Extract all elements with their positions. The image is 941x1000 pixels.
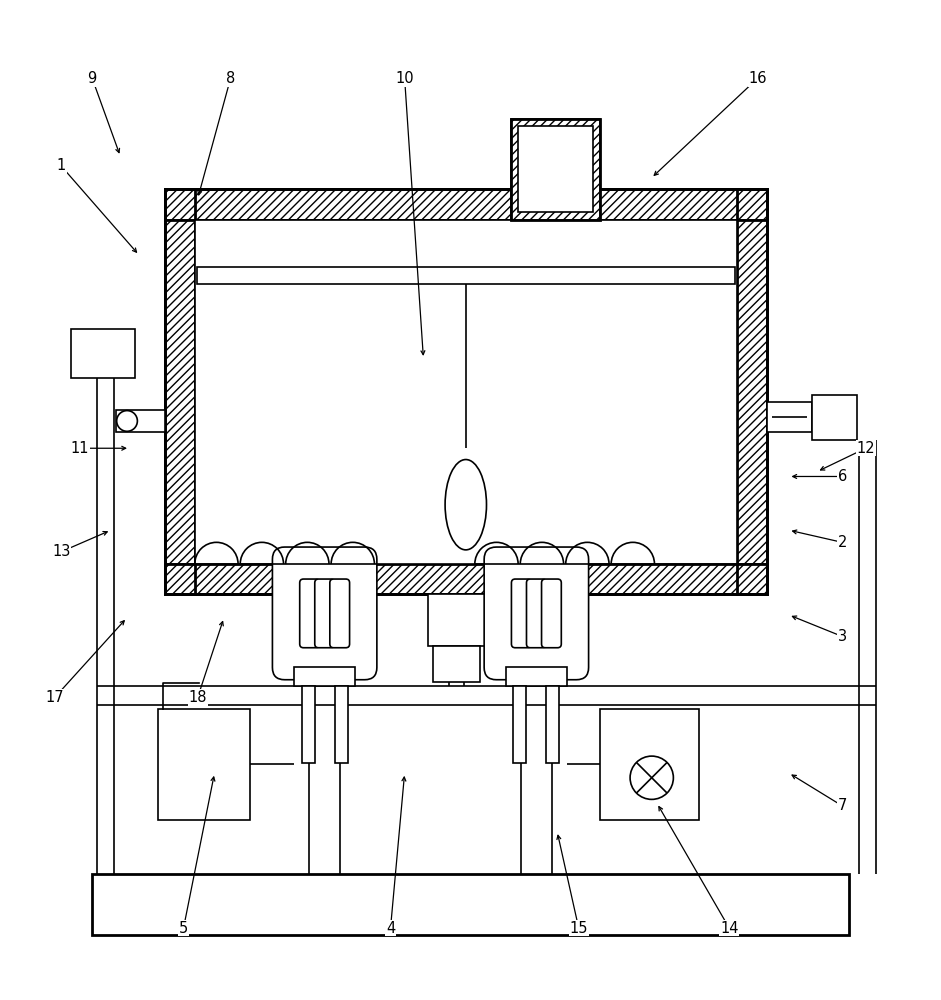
Bar bbox=[165, 189, 767, 220]
Text: 9: 9 bbox=[88, 71, 97, 86]
Bar bbox=[427, 594, 486, 646]
Text: 6: 6 bbox=[837, 469, 847, 484]
FancyBboxPatch shape bbox=[512, 579, 531, 648]
Ellipse shape bbox=[445, 460, 486, 550]
Text: 18: 18 bbox=[188, 690, 207, 705]
Bar bbox=[737, 189, 767, 594]
Bar bbox=[767, 402, 812, 432]
Bar bbox=[301, 686, 314, 763]
Bar bbox=[158, 709, 250, 820]
Text: 2: 2 bbox=[837, 535, 847, 550]
Bar bbox=[165, 564, 767, 594]
Bar bbox=[737, 189, 767, 594]
Bar bbox=[165, 189, 767, 594]
Bar bbox=[546, 686, 559, 763]
FancyBboxPatch shape bbox=[273, 547, 376, 680]
Bar bbox=[92, 874, 849, 935]
Bar bbox=[165, 189, 767, 220]
Bar bbox=[165, 564, 767, 594]
Text: 12: 12 bbox=[856, 441, 875, 456]
Bar bbox=[506, 667, 566, 686]
FancyBboxPatch shape bbox=[542, 579, 561, 648]
Bar bbox=[71, 329, 135, 378]
Bar bbox=[600, 709, 699, 820]
Circle shape bbox=[117, 411, 137, 431]
FancyBboxPatch shape bbox=[527, 579, 546, 648]
Bar bbox=[513, 686, 526, 763]
Text: 16: 16 bbox=[748, 71, 767, 86]
FancyBboxPatch shape bbox=[299, 579, 319, 648]
FancyBboxPatch shape bbox=[484, 547, 588, 680]
Bar bbox=[335, 686, 348, 763]
Bar bbox=[518, 126, 593, 212]
Text: 4: 4 bbox=[386, 921, 395, 936]
Text: 11: 11 bbox=[71, 441, 89, 456]
Text: 8: 8 bbox=[226, 71, 235, 86]
Bar bbox=[812, 395, 857, 440]
Bar bbox=[165, 189, 195, 594]
Text: 17: 17 bbox=[45, 690, 64, 705]
Bar bbox=[165, 189, 767, 594]
Bar bbox=[511, 119, 600, 220]
FancyBboxPatch shape bbox=[314, 579, 334, 648]
Bar bbox=[294, 667, 356, 686]
Bar bbox=[433, 646, 480, 682]
Text: 10: 10 bbox=[395, 71, 414, 86]
FancyBboxPatch shape bbox=[329, 579, 349, 648]
Text: 5: 5 bbox=[179, 921, 188, 936]
Bar bbox=[197, 267, 735, 284]
Text: 13: 13 bbox=[52, 544, 71, 559]
Text: 7: 7 bbox=[837, 798, 847, 813]
Text: 1: 1 bbox=[56, 158, 66, 173]
Text: 14: 14 bbox=[720, 921, 739, 936]
Bar bbox=[195, 220, 737, 564]
Circle shape bbox=[630, 756, 674, 799]
Bar bbox=[116, 410, 165, 432]
Text: 15: 15 bbox=[569, 921, 588, 936]
Text: 3: 3 bbox=[837, 629, 847, 644]
Bar bbox=[165, 189, 195, 594]
Bar bbox=[511, 119, 600, 220]
